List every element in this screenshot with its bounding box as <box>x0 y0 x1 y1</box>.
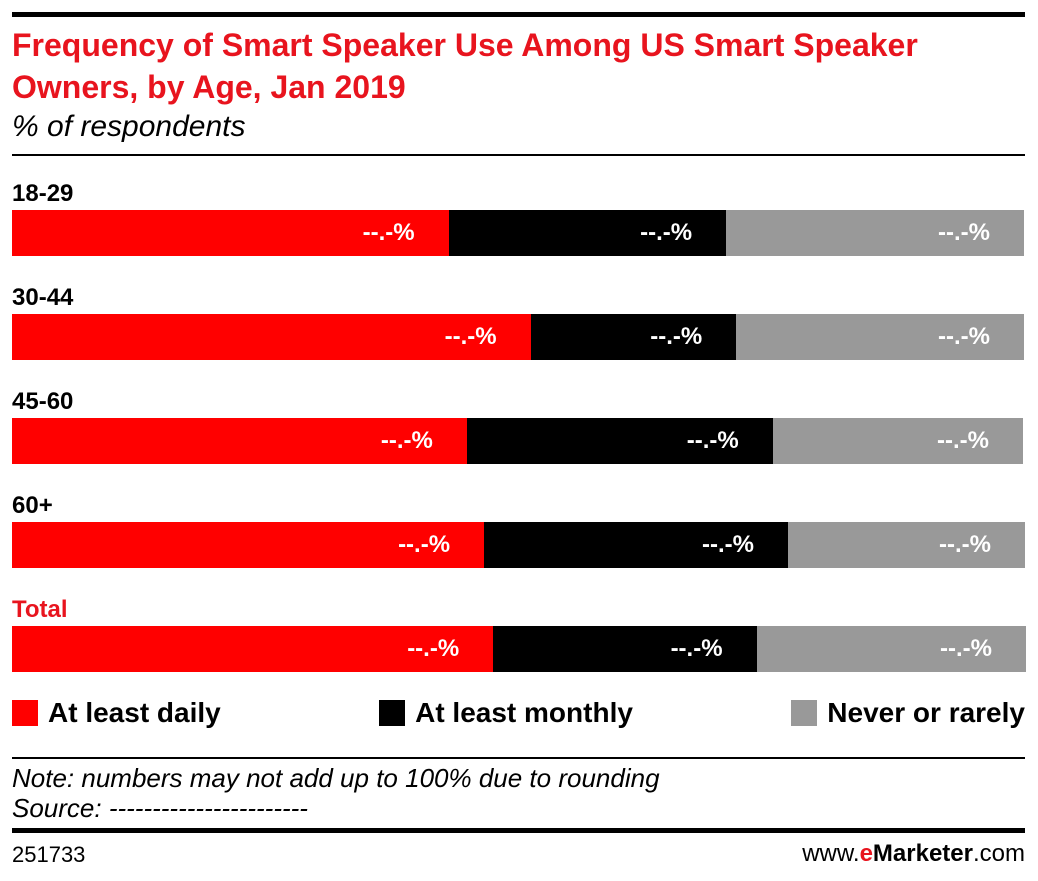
brand: www.eMarketer.com <box>802 840 1025 868</box>
value-label: --.-% <box>444 323 497 350</box>
bar-segment <box>448 210 727 256</box>
category-label: 45-60 <box>12 388 74 415</box>
divider <box>12 154 1025 156</box>
note: Note: numbers may not add up to 100% due… <box>12 763 660 793</box>
value-label: --.-% <box>940 635 992 662</box>
brand-text: Marketer <box>872 840 973 867</box>
chart-title: Frequency of Smart Speaker Use Among US … <box>12 27 918 105</box>
value-label: --.-% <box>362 219 415 246</box>
bar-segment <box>736 314 1024 360</box>
value-label: --.-% <box>686 427 739 454</box>
bar-segment <box>493 626 757 672</box>
chart-subtitle: % of respondents <box>12 110 246 143</box>
brand-text: www. <box>802 840 860 867</box>
bar-segment <box>756 626 1026 672</box>
chart-id: 251733 <box>12 842 86 867</box>
value-label: --.-% <box>670 635 723 662</box>
value-label: --.-% <box>650 323 703 350</box>
top-rule <box>12 12 1025 17</box>
bar-segment <box>726 210 1024 256</box>
bar-segment <box>466 418 773 464</box>
bar-segment <box>12 418 467 464</box>
category-label: Total <box>12 596 68 623</box>
value-label: --.-% <box>937 219 990 246</box>
legend-swatch <box>791 700 818 726</box>
category-label: 30-44 <box>12 284 74 311</box>
category-label: 18-29 <box>12 180 74 207</box>
divider <box>12 757 1025 759</box>
brand-text: e <box>859 840 873 867</box>
legend-label: Never or rarely <box>827 697 1025 728</box>
bottom-rule <box>12 828 1025 833</box>
legend: At least daily At least monthly Never or r… <box>12 697 1025 729</box>
bar-segment <box>530 314 737 360</box>
legend-item: Never or rarely <box>791 697 1025 729</box>
legend-label: At least daily <box>48 697 221 728</box>
value-label: --.-% <box>640 219 693 246</box>
source: Source: ----------------------- <box>12 793 308 823</box>
value-label: --.-% <box>380 427 433 454</box>
bar-segment <box>484 522 788 568</box>
bar-segment <box>12 626 494 672</box>
value-label: --.-% <box>936 427 989 454</box>
value-label: --.-% <box>398 531 451 558</box>
bar-segment <box>12 314 531 360</box>
value-label: --.-% <box>407 635 460 662</box>
brand-text: .com <box>972 840 1025 867</box>
bar-segment <box>12 210 449 256</box>
bar-segment <box>12 522 485 568</box>
legend-swatch <box>379 700 406 726</box>
legend-swatch <box>12 700 38 726</box>
value-label: --.-% <box>939 531 991 558</box>
category-label: 60+ <box>12 492 53 519</box>
legend-label: At least monthly <box>415 697 633 728</box>
bar-segment <box>787 522 1025 568</box>
bar-segment <box>772 418 1023 464</box>
legend-item: At least daily <box>12 697 221 729</box>
value-label: --.-% <box>937 323 990 350</box>
value-label: --.-% <box>701 531 754 558</box>
legend-item: At least monthly <box>379 697 633 729</box>
